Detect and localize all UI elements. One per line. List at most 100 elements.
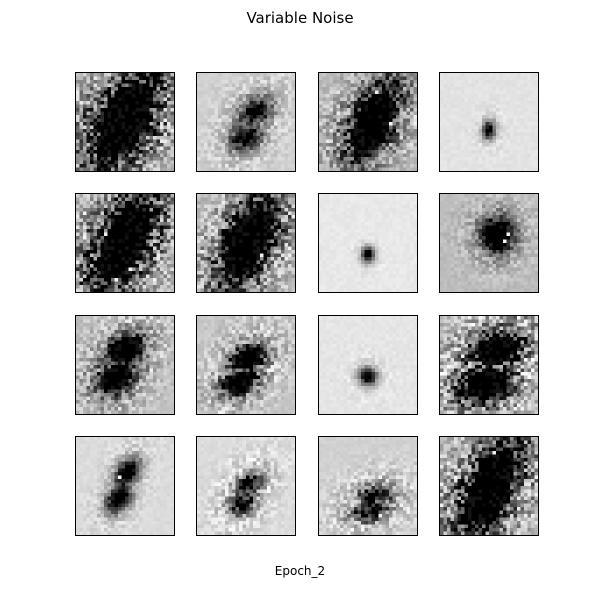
- pixel: [534, 108, 538, 112]
- pixel: [339, 157, 344, 161]
- pixel: [325, 83, 330, 88]
- pixel: [249, 153, 254, 158]
- pixel: [446, 97, 451, 102]
- pixel: [260, 281, 264, 286]
- pixel: [485, 104, 489, 109]
- pixel: [156, 218, 161, 223]
- pixel: [453, 108, 458, 112]
- pixel: [235, 164, 240, 168]
- pixel: [495, 132, 500, 137]
- pixel: [385, 211, 389, 216]
- pixel: [146, 80, 150, 84]
- pixel: [235, 253, 240, 258]
- pixel: [270, 271, 275, 275]
- pixel: [284, 218, 289, 223]
- pixel: [163, 274, 168, 279]
- pixel: [495, 108, 500, 112]
- pixel: [146, 274, 150, 279]
- pixel: [260, 232, 264, 237]
- pixel: [93, 208, 98, 212]
- pixel: [263, 73, 268, 77]
- pixel: [520, 143, 524, 147]
- pixel: [211, 211, 215, 216]
- pixel: [246, 243, 250, 247]
- pixel: [232, 73, 236, 77]
- pixel: [83, 150, 87, 154]
- pixel: [135, 167, 140, 171]
- pixel: [443, 101, 447, 105]
- pixel: [339, 222, 344, 226]
- pixel: [83, 211, 87, 216]
- pixel: [270, 239, 275, 244]
- pixel: [118, 90, 122, 95]
- pixel: [439, 153, 444, 158]
- pixel: [232, 218, 236, 223]
- pixel: [281, 281, 285, 286]
- pixel: [413, 94, 417, 98]
- pixel: [270, 87, 275, 91]
- pixel: [225, 201, 229, 205]
- pixel: [246, 73, 250, 77]
- pixel: [277, 288, 282, 293]
- pixel: [249, 76, 254, 81]
- pixel: [200, 129, 205, 133]
- pixel: [395, 139, 400, 144]
- pixel: [239, 257, 243, 261]
- pixel: [502, 118, 507, 123]
- pixel: [83, 236, 87, 240]
- pixel: [329, 201, 333, 205]
- pixel: [274, 208, 278, 212]
- pixel: [509, 146, 514, 151]
- pixel: [246, 267, 250, 272]
- pixel: [322, 90, 326, 95]
- pixel: [153, 87, 157, 91]
- pixel: [343, 111, 347, 116]
- pixel: [204, 197, 208, 202]
- pixel: [204, 139, 208, 144]
- pixel: [499, 139, 503, 144]
- pixel: [485, 153, 489, 158]
- pixel: [225, 104, 229, 109]
- pixel: [270, 211, 275, 216]
- pixel: [97, 211, 101, 216]
- pixel: [160, 111, 164, 116]
- pixel: [443, 164, 447, 168]
- pixel: [277, 250, 282, 254]
- pixel: [93, 218, 98, 223]
- pixel: [360, 90, 365, 95]
- pixel: [135, 160, 140, 165]
- pixel: [336, 104, 340, 109]
- pixel: [374, 125, 379, 130]
- pixel: [228, 208, 233, 212]
- pixel: [90, 229, 94, 233]
- pixel: [228, 253, 233, 258]
- pixel: [214, 246, 219, 251]
- pixel: [114, 250, 119, 254]
- pixel: [86, 146, 91, 151]
- pixel: [153, 118, 157, 123]
- pixel: [413, 215, 417, 219]
- pixel: [388, 146, 393, 151]
- pixel: [197, 164, 201, 168]
- pixel: [142, 150, 147, 154]
- pixel: [104, 194, 108, 198]
- pixel: [346, 101, 351, 105]
- pixel: [450, 73, 454, 77]
- pixel: [221, 122, 226, 126]
- pixel: [249, 122, 254, 126]
- pixel: [207, 229, 212, 233]
- pixel: [513, 97, 517, 102]
- generated-digit-image: [318, 73, 417, 171]
- pixel: [339, 211, 344, 216]
- pixel: [374, 164, 379, 168]
- pixel: [409, 208, 414, 212]
- pixel: [142, 87, 147, 91]
- pixel: [135, 111, 140, 116]
- pixel: [211, 160, 215, 165]
- pixel: [135, 257, 140, 261]
- pixel: [406, 101, 410, 105]
- pixel: [79, 76, 84, 81]
- pixel: [121, 271, 126, 275]
- pixel: [499, 125, 503, 130]
- pixel: [281, 229, 285, 233]
